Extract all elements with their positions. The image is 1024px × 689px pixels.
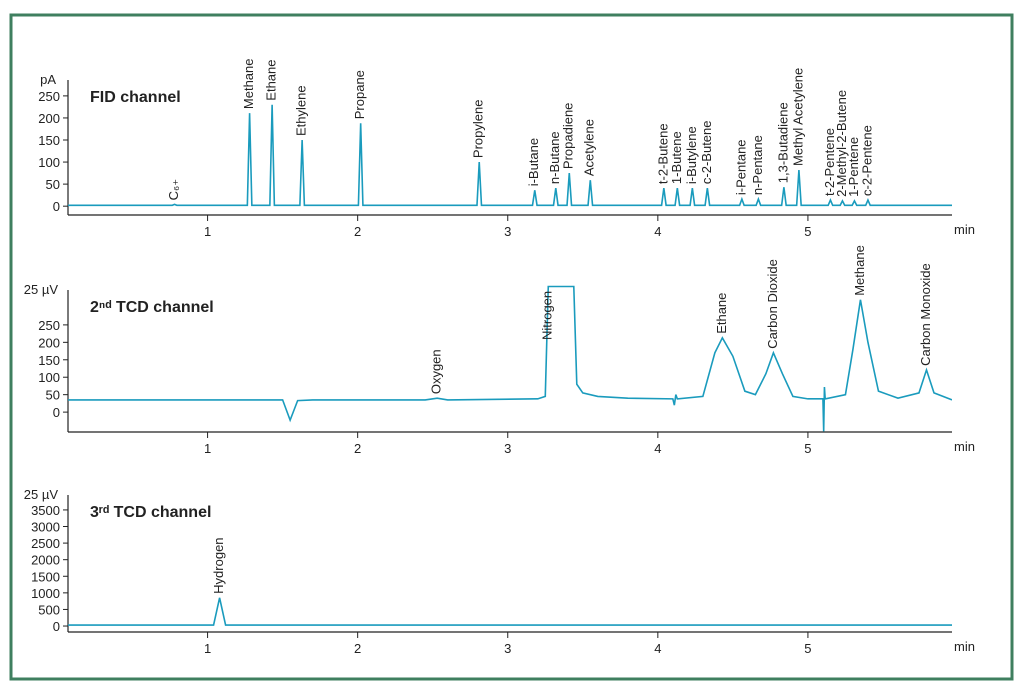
y-tick-label: 200	[38, 111, 60, 126]
y-tick-label: 2500	[31, 536, 60, 551]
peak-label: Propane	[352, 70, 367, 119]
y-tick-label: 1500	[31, 569, 60, 584]
peak-label: Ethane	[264, 60, 279, 101]
y-tick-label: 250	[38, 318, 60, 333]
peak-label: 1,3-Butadiene	[775, 102, 790, 183]
x-axis-label: min	[954, 439, 975, 454]
x-tick-label: 4	[654, 441, 661, 456]
peak-label: C₆₊	[166, 179, 181, 201]
y-tick-label: 50	[46, 388, 60, 403]
peak-label: Carbon Dioxide	[765, 259, 780, 349]
x-axis-label: min	[954, 639, 975, 654]
y-axis-label: 25 µV	[24, 282, 59, 297]
y-axis-label: pA	[40, 72, 56, 87]
x-tick-label: 2	[354, 441, 361, 456]
peak-label: c-2-Butene	[699, 120, 714, 184]
x-tick-label: 3	[504, 441, 511, 456]
peak-label: 1-Butene	[669, 131, 684, 184]
x-tick-label: 3	[504, 641, 511, 656]
trace	[68, 597, 952, 626]
panel-title: 2ⁿᵈ TCD channel	[90, 299, 214, 316]
trace	[68, 285, 952, 432]
x-tick-label: 4	[654, 641, 661, 656]
peak-label: Nitrogen	[540, 291, 555, 340]
x-axis-label: min	[954, 222, 975, 237]
peak-label: Methane	[241, 58, 256, 109]
x-tick-label: 1	[204, 641, 211, 656]
panel-title: 3ʳᵈ TCD channel	[90, 504, 211, 521]
x-tick-label: 5	[804, 441, 811, 456]
y-tick-label: 500	[38, 602, 60, 617]
peak-label: Ethane	[714, 293, 729, 334]
y-tick-label: 100	[38, 155, 60, 170]
y-tick-label: 2000	[31, 553, 60, 568]
peak-label: Hydrogen	[211, 537, 226, 593]
y-tick-label: 50	[46, 177, 60, 192]
frame	[9, 13, 1014, 681]
peak-label: Acetylene	[582, 119, 597, 176]
x-tick-label: 1	[204, 441, 211, 456]
peak-label: Oxygen	[429, 349, 444, 394]
peak-label: 1-Pentene	[846, 137, 861, 197]
peak-label: t-2-Butene	[655, 123, 670, 184]
peak-label: n-Butane	[547, 131, 562, 184]
x-tick-label: 5	[804, 641, 811, 656]
y-tick-label: 250	[38, 89, 60, 104]
y-axis-label: 25 µV	[24, 487, 59, 502]
peak-label: c-2-Pentene	[859, 125, 874, 196]
peak-label: Propadiene	[561, 103, 576, 170]
y-tick-label: 3500	[31, 503, 60, 518]
peak-label: i-Butylene	[684, 126, 699, 184]
y-tick-label: 0	[53, 405, 60, 420]
x-tick-label: 1	[204, 224, 211, 239]
y-tick-label: 200	[38, 335, 60, 350]
x-tick-label: 2	[354, 641, 361, 656]
peak-label: i-Pentane	[733, 139, 748, 195]
x-tick-label: 2	[354, 224, 361, 239]
y-tick-label: 100	[38, 370, 60, 385]
y-tick-label: 150	[38, 353, 60, 368]
peak-label: Methane	[852, 245, 867, 296]
peak-label: t-2-Pentene	[822, 128, 837, 196]
peak-label: Methyl Acetylene	[790, 68, 805, 166]
y-tick-label: 0	[53, 199, 60, 214]
peak-label: n-Pentane	[750, 135, 765, 195]
y-tick-label: 150	[38, 133, 60, 148]
peak-label: Propylene	[471, 100, 486, 159]
y-tick-label: 3000	[31, 520, 60, 535]
x-tick-label: 4	[654, 224, 661, 239]
peak-label: Ethylene	[294, 85, 309, 136]
panel-title: FID channel	[90, 89, 181, 106]
peak-label: Carbon Monoxide	[918, 263, 933, 366]
peak-label: 2-Methyl-2-Butene	[834, 90, 849, 197]
peak-label: i-Butane	[526, 138, 541, 186]
x-tick-label: 5	[804, 224, 811, 239]
trace	[68, 104, 952, 207]
x-tick-label: 3	[504, 224, 511, 239]
y-tick-label: 0	[53, 619, 60, 634]
y-tick-label: 1000	[31, 586, 60, 601]
